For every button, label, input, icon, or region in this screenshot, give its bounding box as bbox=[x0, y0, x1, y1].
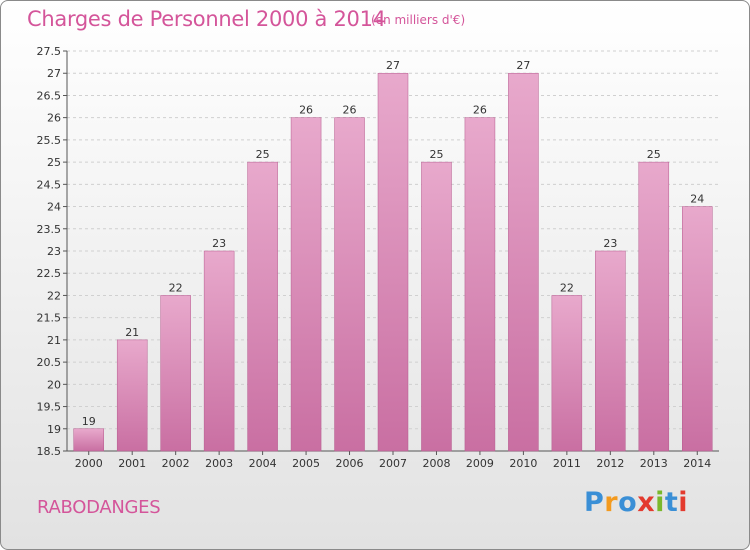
y-tick-label: 27.5 bbox=[37, 45, 62, 58]
bar-2010 bbox=[508, 72, 539, 452]
bar-2012 bbox=[595, 250, 626, 452]
x-tick-label: 2004 bbox=[249, 457, 277, 470]
bar-2006 bbox=[334, 117, 365, 452]
bar-2002 bbox=[160, 295, 191, 452]
y-tick-label: 22 bbox=[47, 289, 61, 302]
data-label-2011: 22 bbox=[560, 281, 574, 294]
y-tick-label: 25.5 bbox=[37, 134, 62, 147]
logo-letter: t bbox=[664, 487, 679, 518]
logo-letter: o bbox=[618, 487, 638, 518]
proxiti-logo: Proxiti bbox=[584, 487, 688, 518]
y-tick-label: 26.5 bbox=[37, 89, 62, 102]
data-label-2010: 27 bbox=[516, 59, 530, 72]
data-label-2009: 26 bbox=[473, 104, 487, 117]
y-tick-label: 22.5 bbox=[37, 267, 62, 280]
bar-2008 bbox=[421, 161, 452, 452]
data-label-2000: 19 bbox=[82, 415, 96, 428]
logo-letter: x bbox=[637, 487, 656, 518]
x-tick-label: 2009 bbox=[466, 457, 494, 470]
data-label-2002: 22 bbox=[169, 281, 183, 294]
x-tick-label: 2001 bbox=[118, 457, 146, 470]
commune-name: RABODANGES bbox=[37, 497, 161, 518]
bar-2000 bbox=[73, 428, 104, 452]
y-tick-label: 20.5 bbox=[37, 356, 62, 369]
bar-2005 bbox=[290, 117, 322, 452]
bar-2011 bbox=[551, 295, 583, 452]
y-tick-label: 24 bbox=[47, 201, 61, 214]
bar-2009 bbox=[464, 117, 496, 452]
y-tick-label: 25 bbox=[47, 156, 61, 169]
y-tick-label: 20 bbox=[47, 378, 61, 391]
logo-letter: i bbox=[655, 487, 665, 518]
y-tick-label: 19.5 bbox=[37, 401, 62, 414]
y-tick-label: 24.5 bbox=[37, 178, 62, 191]
x-tick-label: 2006 bbox=[336, 457, 364, 470]
y-tick-label: 19 bbox=[47, 423, 61, 436]
x-tick-label: 2005 bbox=[292, 457, 320, 470]
bar-2001 bbox=[116, 339, 148, 452]
x-tick-label: 2012 bbox=[596, 457, 624, 470]
bar-2007 bbox=[377, 72, 409, 452]
y-tick-label: 21 bbox=[47, 334, 61, 347]
data-label-2008: 25 bbox=[429, 148, 443, 161]
bar-2004 bbox=[247, 161, 278, 452]
logo-letter: P bbox=[584, 487, 605, 518]
x-tick-label: 2010 bbox=[509, 457, 537, 470]
bar-2013 bbox=[638, 161, 670, 452]
data-label-2005: 26 bbox=[299, 104, 313, 117]
x-tick-label: 2011 bbox=[553, 457, 581, 470]
x-tick-label: 2013 bbox=[640, 457, 668, 470]
y-tick-label: 21.5 bbox=[37, 312, 62, 325]
bar-2003 bbox=[203, 250, 235, 452]
chart-subtitle: (en milliers d'€) bbox=[371, 13, 466, 27]
data-label-2003: 23 bbox=[212, 237, 226, 250]
x-tick-label: 2008 bbox=[422, 457, 450, 470]
y-tick-label: 23 bbox=[47, 245, 61, 258]
y-tick-label: 27 bbox=[47, 67, 61, 80]
logo-letter: i bbox=[678, 487, 689, 518]
y-tick-label: 18.5 bbox=[37, 445, 62, 458]
x-tick-label: 2000 bbox=[75, 457, 103, 470]
x-tick-label: 2007 bbox=[379, 457, 407, 470]
x-tick-label: 2014 bbox=[683, 457, 711, 470]
data-label-2001: 21 bbox=[125, 326, 139, 339]
x-tick-label: 2002 bbox=[162, 457, 190, 470]
data-label-2006: 26 bbox=[343, 104, 357, 117]
logo-letter: r bbox=[604, 487, 619, 518]
x-tick-label: 2003 bbox=[205, 457, 233, 470]
chart-title: Charges de Personnel 2000 à 2014 bbox=[27, 7, 386, 31]
data-label-2004: 25 bbox=[256, 148, 270, 161]
y-tick-label: 26 bbox=[47, 112, 61, 125]
y-tick-label: 23.5 bbox=[37, 223, 62, 236]
data-label-2014: 24 bbox=[690, 193, 704, 206]
data-label-2012: 23 bbox=[603, 237, 617, 250]
bar-2014 bbox=[682, 206, 713, 452]
data-label-2013: 25 bbox=[647, 148, 661, 161]
data-label-2007: 27 bbox=[386, 59, 400, 72]
